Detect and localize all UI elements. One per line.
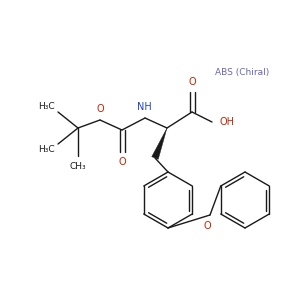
Text: H₃C: H₃C [38,145,55,154]
Text: O: O [96,104,104,114]
Text: O: O [118,157,126,167]
Text: OH: OH [220,117,235,127]
Text: NH: NH [136,102,152,112]
Text: H₃C: H₃C [38,102,55,111]
Text: CH₃: CH₃ [70,162,86,171]
Text: O: O [188,77,196,87]
Polygon shape [152,128,167,159]
Text: O: O [203,221,211,231]
Text: ABS (Chiral): ABS (Chiral) [215,68,269,76]
